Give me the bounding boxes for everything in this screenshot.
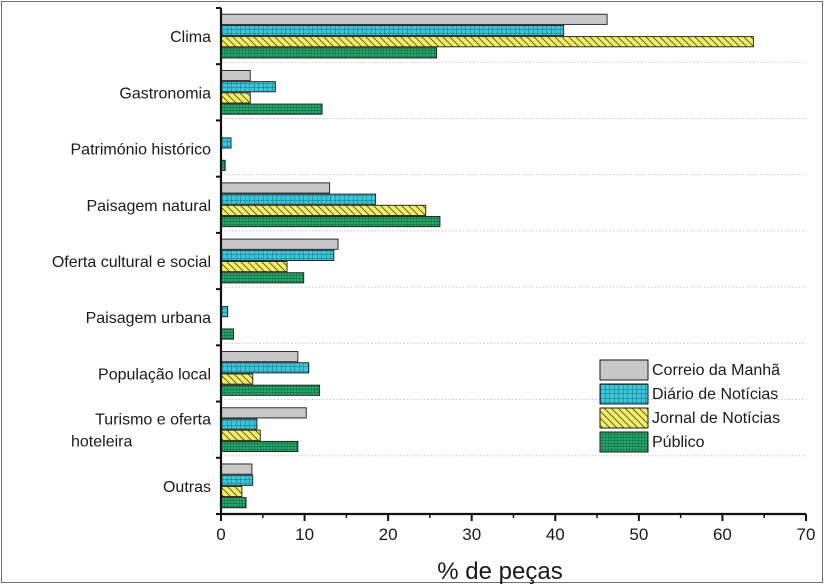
bar [220,351,299,363]
bar [220,485,243,498]
bar [220,216,441,228]
category-labels: Clima Gastronomia Património histórico Pais… [52,29,211,496]
x-tick-label: 20 [379,525,398,544]
category-label-line: Outras [163,479,211,496]
category-label: Património histórico [71,142,212,159]
bar [220,193,377,205]
category-label-line: Paisagem natural [86,198,211,215]
category-label-line: hoteleira [71,434,132,451]
legend-label: Correio da Manhã [652,362,780,379]
category-label-line: Património histórico [71,142,212,159]
bar [220,440,299,453]
x-axis-label: % de peças [437,558,562,584]
x-tick-label: 40 [546,525,565,544]
category-label-line: Turismo e oferta [95,412,211,429]
category-label-line: Paisagem urbana [86,310,212,327]
bar [220,418,258,430]
legend-swatch [599,431,649,453]
category-label-line: Gastronomia [119,85,211,102]
x-tick-label: 70 [797,525,816,544]
category-label: Gastronomia [119,85,211,102]
x-tick-label: 10 [295,525,314,544]
bar [220,261,288,273]
category-label: Turismo e oferta hoteleira [71,412,211,451]
bar [220,497,247,509]
category-label: Outras [163,479,211,496]
category-label-line: População local [98,366,211,383]
category-label: População local [98,366,211,383]
bar [220,36,754,48]
bar [220,272,305,284]
bar [220,407,307,419]
bar [220,69,251,82]
x-tick-label: 60 [713,525,732,544]
legend-swatch [599,359,649,381]
category-label: Paisagem urbana [86,310,212,327]
bar [220,24,565,37]
bar [220,182,331,194]
category-label: Oferta cultural e social [52,254,211,271]
legend-label: Público [652,434,705,451]
bar [220,362,310,374]
legend-label: Diário de Notícias [652,386,778,403]
legend-swatch [599,407,649,429]
bar [220,463,253,475]
category-separators [221,61,806,457]
x-tick-labels: 0 10 20 30 40 50 60 70 [216,525,815,544]
bar [220,474,254,486]
x-tick-label: 0 [216,525,225,544]
legend: Correio da Manhã Diário de Notícias Jornal… [599,359,780,453]
bar [220,384,321,396]
bar [220,429,261,441]
legend-swatch [599,383,649,405]
bar [220,103,323,115]
axes-layer [216,7,807,521]
category-label: Clima [170,29,211,46]
bar [220,81,276,93]
bar [220,238,339,250]
bar [220,92,251,104]
bar [220,13,608,25]
bar [220,137,232,149]
category-label-line: Oferta cultural e social [52,254,211,271]
x-tick-label: 30 [462,525,481,544]
bar [220,373,254,385]
category-label-line: Clima [170,29,211,46]
bar [220,328,234,340]
bars-layer [220,13,754,509]
bar [220,249,335,261]
bar [220,47,438,59]
x-tick-label: 50 [629,525,648,544]
category-label: Paisagem natural [86,198,211,215]
bar [220,204,427,216]
legend-label: Jornal de Notícias [652,410,780,427]
